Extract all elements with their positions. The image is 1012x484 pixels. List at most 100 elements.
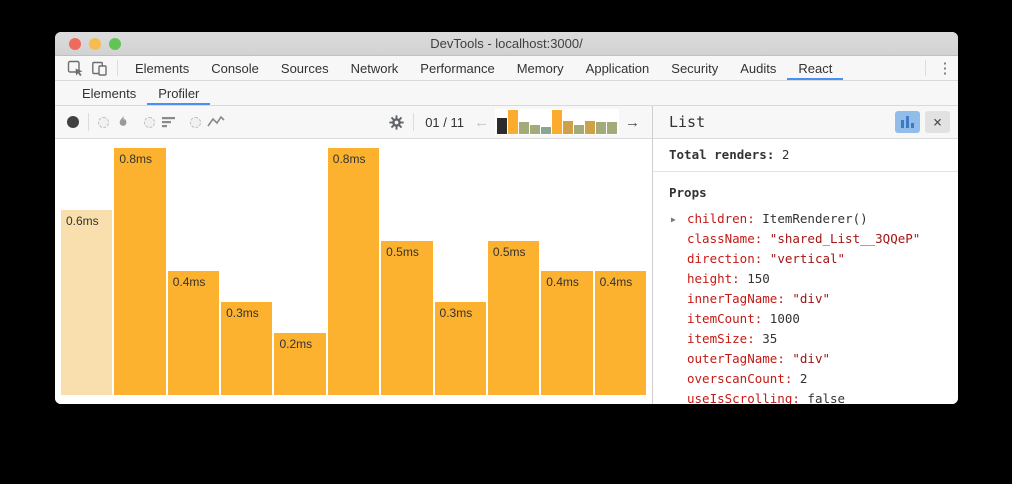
divider — [925, 60, 926, 76]
tab-react[interactable]: React — [787, 56, 843, 80]
snapshot-minichart — [495, 109, 619, 135]
prop-value: "div" — [792, 291, 831, 306]
profiler-toolbar: 01 / 11 ← → — [55, 106, 652, 139]
minimize-window-button[interactable] — [89, 38, 101, 50]
inspect-cursor-icon — [67, 60, 83, 76]
prop-value: "div" — [792, 351, 831, 366]
subtab-profiler[interactable]: Profiler — [147, 81, 210, 105]
commit-bar-9[interactable]: 0.5ms — [487, 241, 540, 395]
interactions-radio[interactable] — [190, 116, 201, 128]
prop-row-className: className"shared_List__3QQeP" — [669, 229, 942, 249]
flamegraph-view-button[interactable] — [98, 114, 130, 130]
prev-snapshot-button[interactable]: ← — [474, 113, 489, 131]
bar-duration-label: 0.8ms — [332, 152, 366, 166]
interactions-view-button[interactable] — [190, 115, 225, 129]
tab-audits[interactable]: Audits — [740, 60, 777, 76]
ranked-view-button[interactable] — [144, 115, 176, 129]
tab-memory[interactable]: Memory — [516, 60, 564, 76]
react-subtab-bar: Elements Profiler — [55, 81, 958, 106]
total-renders-value: 2 — [781, 147, 790, 162]
zoom-window-button[interactable] — [109, 38, 121, 50]
snapshot-minibar-11[interactable] — [607, 122, 617, 134]
prop-key: itemSize — [687, 331, 762, 346]
record-button[interactable] — [67, 116, 79, 128]
snapshot-minibar-5[interactable] — [541, 127, 551, 134]
tab-security[interactable]: Security — [671, 60, 719, 76]
snapshot-minibar-8[interactable] — [574, 125, 584, 134]
expand-arrow-icon[interactable]: ▶ — [671, 215, 676, 224]
bar-duration-label: 0.4ms — [546, 275, 579, 289]
profiler-pane: 01 / 11 ← → 0.6ms 0.8ms 0.4ms 0.3ms 0.2ms 0.8… — [55, 106, 652, 404]
tab-elements[interactable]: Elements — [135, 60, 190, 76]
flame-icon — [119, 115, 127, 126]
commit-bar-7[interactable]: 0.5ms — [381, 241, 433, 395]
commit-bar-4[interactable]: 0.3ms — [221, 302, 273, 395]
gear-icon — [389, 114, 404, 130]
settings-button[interactable] — [389, 114, 404, 130]
total-renders-label: Total renders: — [669, 147, 775, 162]
close-panel-button[interactable]: × — [925, 111, 950, 133]
prop-key: useIsScrolling — [687, 391, 807, 404]
snapshot-minibar-10[interactable] — [596, 122, 606, 134]
bar-duration-label: 0.5ms — [492, 245, 526, 259]
snapshot-minibar-6[interactable] — [552, 110, 562, 134]
commit-bar-11[interactable]: 0.4ms — [594, 271, 646, 395]
commit-bar-5[interactable]: 0.2ms — [274, 333, 326, 395]
snapshot-minibar-1[interactable] — [497, 118, 507, 134]
device-toolbar-icon — [91, 61, 107, 76]
prop-key: itemCount — [687, 311, 770, 326]
prop-value: 35 — [762, 331, 778, 346]
props-heading: Props — [669, 185, 707, 200]
commit-bar-8[interactable]: 0.3ms — [434, 302, 486, 395]
commit-bar-6[interactable]: 0.8ms — [327, 148, 380, 395]
bar-duration-label: 0.8ms — [119, 152, 153, 166]
divider — [117, 60, 118, 76]
bar-duration-label: 0.6ms — [66, 214, 99, 228]
total-renders-row: Total renders: 2 — [653, 139, 958, 172]
flamegraph-radio[interactable] — [98, 116, 109, 128]
tab-network[interactable]: Network — [350, 60, 399, 76]
prop-row-useIsScrolling: useIsScrollingfalse — [669, 389, 942, 404]
snapshot-minibar-4[interactable] — [530, 125, 540, 134]
inspect-element-button[interactable] — [63, 56, 87, 80]
prop-row-children[interactable]: ▶ childrenItemRenderer() — [669, 209, 942, 229]
snapshot-minibar-7[interactable] — [563, 121, 573, 134]
prop-key: height — [687, 271, 747, 286]
tab-application[interactable]: Application — [585, 60, 650, 76]
device-toolbar-button[interactable] — [87, 56, 111, 80]
tab-sources[interactable]: Sources — [280, 60, 329, 76]
divider — [413, 113, 415, 131]
subtab-elements[interactable]: Elements — [82, 85, 137, 101]
snapshot-minibar-2[interactable] — [508, 110, 518, 134]
snapshot-minibar-3[interactable] — [519, 122, 529, 134]
prop-row-itemSize: itemSize35 — [669, 329, 942, 349]
close-window-button[interactable] — [69, 38, 81, 50]
chart-view-button[interactable] — [895, 111, 920, 133]
commit-bar-10[interactable]: 0.4ms — [541, 271, 593, 395]
panel-title: List — [669, 113, 706, 131]
main-tab-bar: Elements Console Sources Network Performance… — [55, 56, 958, 81]
props-list: ▶ childrenItemRenderer() className"shared_… — [669, 209, 942, 404]
tab-performance[interactable]: Performance — [420, 60, 495, 76]
tab-console[interactable]: Console — [211, 60, 259, 76]
props-section: Props ▶ childrenItemRenderer() className"s… — [653, 172, 958, 404]
commit-bar-3[interactable]: 0.4ms — [167, 271, 220, 395]
overflow-menu-button[interactable]: ⋮ — [937, 60, 953, 77]
prop-value: "shared_List__3QQeP" — [769, 231, 921, 246]
bar-duration-label: 0.4ms — [599, 275, 633, 289]
next-snapshot-button[interactable]: → — [625, 113, 640, 131]
commit-bar-1[interactable]: 0.6ms — [61, 210, 113, 395]
window-title: DevTools - localhost:3000/ — [430, 36, 583, 51]
ranked-radio[interactable] — [144, 116, 155, 128]
prop-key: children — [687, 211, 762, 226]
title-bar: DevTools - localhost:3000/ — [55, 32, 958, 56]
prop-row-itemCount: itemCount1000 — [669, 309, 942, 329]
prop-value: 1000 — [769, 311, 800, 326]
prop-row-height: height150 — [669, 269, 942, 289]
commit-bar-2[interactable]: 0.8ms — [114, 148, 166, 395]
snapshot-minibar-9[interactable] — [585, 121, 595, 134]
prop-row-direction: direction"vertical" — [669, 249, 942, 269]
prop-value: false — [807, 391, 846, 404]
prop-key: outerTagName — [687, 351, 792, 366]
main-tab-bar-tabs: Elements Console Sources Network Performance… — [124, 56, 843, 80]
